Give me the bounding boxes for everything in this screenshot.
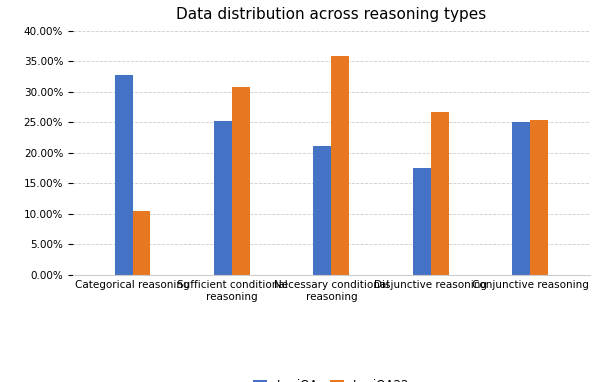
Bar (413, 168, 430, 275)
Bar (530, 120, 548, 275)
Bar (115, 74, 133, 275)
Bar (430, 112, 449, 275)
Legend: LogiQA, LogiQA22: LogiQA, LogiQA22 (248, 374, 415, 382)
Bar (214, 121, 232, 275)
Bar (513, 121, 530, 275)
Bar (331, 56, 349, 275)
Title: Data distribution across reasoning types: Data distribution across reasoning types (176, 7, 486, 23)
Bar (133, 212, 151, 275)
Bar (232, 87, 250, 275)
Bar (314, 146, 331, 275)
